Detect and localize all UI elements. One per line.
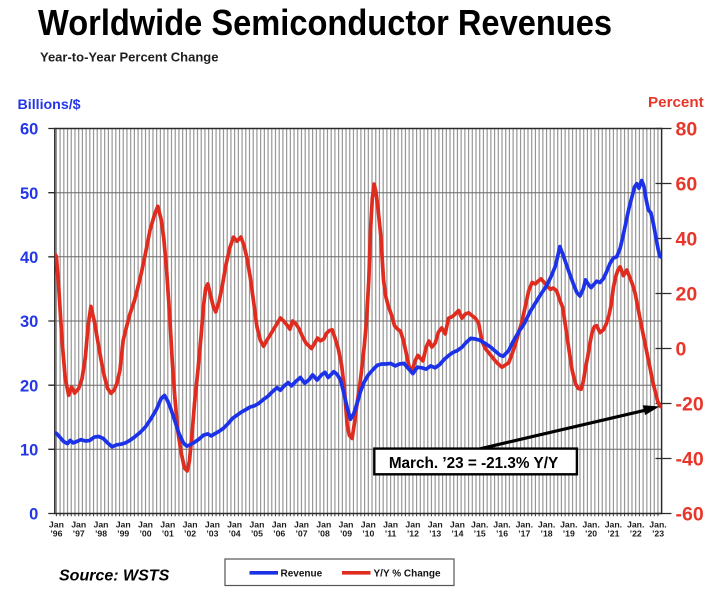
- svg-text:Jan: Jan: [405, 519, 420, 529]
- svg-text:80: 80: [676, 119, 698, 141]
- svg-text:’13: ’13: [429, 529, 441, 539]
- svg-text:Year-to-Year Percent Change: Year-to-Year Percent Change: [40, 50, 218, 65]
- svg-text:Jan: Jan: [361, 519, 376, 529]
- svg-text:Jan: Jan: [294, 519, 309, 529]
- svg-text:Jan.: Jan.: [516, 519, 533, 529]
- svg-text:’00: ’00: [139, 529, 151, 539]
- svg-text:20: 20: [20, 377, 38, 395]
- svg-text:’96: ’96: [50, 529, 62, 539]
- svg-text:’23: ’23: [652, 529, 664, 539]
- svg-text:-60: -60: [676, 504, 704, 526]
- svg-text:’08: ’08: [318, 529, 330, 539]
- svg-text:’05: ’05: [251, 529, 263, 539]
- svg-text:’22: ’22: [630, 529, 642, 539]
- svg-text:’16: ’16: [496, 529, 508, 539]
- svg-text:Source: WSTS: Source: WSTS: [59, 567, 170, 584]
- svg-text:60: 60: [676, 174, 698, 196]
- svg-text:Jan.: Jan.: [582, 519, 599, 529]
- svg-text:’99: ’99: [117, 529, 129, 539]
- svg-text:’12: ’12: [407, 529, 419, 539]
- svg-text:40: 40: [20, 249, 38, 267]
- svg-text:0: 0: [29, 506, 38, 524]
- svg-text:’18: ’18: [541, 529, 553, 539]
- svg-text:-40: -40: [676, 449, 704, 471]
- svg-text:Jan: Jan: [49, 519, 64, 529]
- svg-text:’17: ’17: [518, 529, 530, 539]
- svg-text:Jan: Jan: [316, 519, 331, 529]
- svg-text:Jan: Jan: [71, 519, 86, 529]
- svg-text:’02: ’02: [184, 529, 196, 539]
- svg-text:Jan: Jan: [383, 519, 398, 529]
- svg-text:Jan: Jan: [160, 519, 175, 529]
- svg-text:40: 40: [676, 229, 698, 251]
- svg-text:Y/Y % Change: Y/Y % Change: [374, 569, 441, 580]
- svg-text:Jan.: Jan.: [627, 519, 644, 529]
- svg-text:Jan: Jan: [138, 519, 153, 529]
- svg-text:Jan: Jan: [272, 519, 287, 529]
- svg-text:Jan: Jan: [183, 519, 198, 529]
- svg-text:Jan: Jan: [205, 519, 220, 529]
- svg-text:’10: ’10: [362, 529, 374, 539]
- svg-text:0: 0: [676, 339, 687, 361]
- svg-text:Jan: Jan: [116, 519, 131, 529]
- svg-text:’11: ’11: [385, 529, 397, 539]
- svg-text:’14: ’14: [451, 529, 463, 539]
- svg-text:Jan: Jan: [227, 519, 242, 529]
- svg-text:’21: ’21: [607, 529, 619, 539]
- svg-text:Jan: Jan: [339, 519, 354, 529]
- svg-text:30: 30: [20, 313, 38, 331]
- svg-text:Jan: Jan: [249, 519, 264, 529]
- svg-text:’97: ’97: [73, 529, 85, 539]
- svg-text:Jan.: Jan.: [471, 519, 488, 529]
- svg-text:-20: -20: [676, 394, 704, 416]
- svg-text:’20: ’20: [585, 529, 597, 539]
- svg-text:’98: ’98: [95, 529, 107, 539]
- svg-text:Jan: Jan: [450, 519, 465, 529]
- svg-text:50: 50: [20, 185, 38, 203]
- svg-text:’15: ’15: [474, 529, 486, 539]
- svg-text:’19: ’19: [563, 529, 575, 539]
- svg-text:’09: ’09: [340, 529, 352, 539]
- svg-text:60: 60: [20, 121, 38, 139]
- svg-text:’01: ’01: [162, 529, 174, 539]
- svg-text:’06: ’06: [273, 529, 285, 539]
- svg-text:20: 20: [676, 284, 698, 306]
- svg-text:Jan.: Jan.: [493, 519, 510, 529]
- svg-text:Jan: Jan: [428, 519, 443, 529]
- svg-text:Billions/$: Billions/$: [18, 97, 81, 113]
- svg-text:’03: ’03: [206, 529, 218, 539]
- svg-text:Jan.: Jan.: [538, 519, 555, 529]
- svg-text:Worldwide Semiconductor Revenu: Worldwide Semiconductor Revenues: [38, 2, 612, 43]
- svg-text:’07: ’07: [295, 529, 307, 539]
- svg-text:Jan.: Jan.: [605, 519, 622, 529]
- svg-text:Jan: Jan: [94, 519, 109, 529]
- svg-text:March. ’23 = -21.3% Y/Y: March. ’23 = -21.3% Y/Y: [389, 455, 558, 472]
- svg-text:10: 10: [20, 441, 38, 459]
- svg-text:Jan.: Jan.: [560, 519, 577, 529]
- svg-text:Jan.: Jan.: [649, 519, 666, 529]
- svg-text:’04: ’04: [229, 529, 241, 539]
- svg-text:Revenue: Revenue: [281, 569, 323, 580]
- svg-text:Percent: Percent: [648, 94, 704, 111]
